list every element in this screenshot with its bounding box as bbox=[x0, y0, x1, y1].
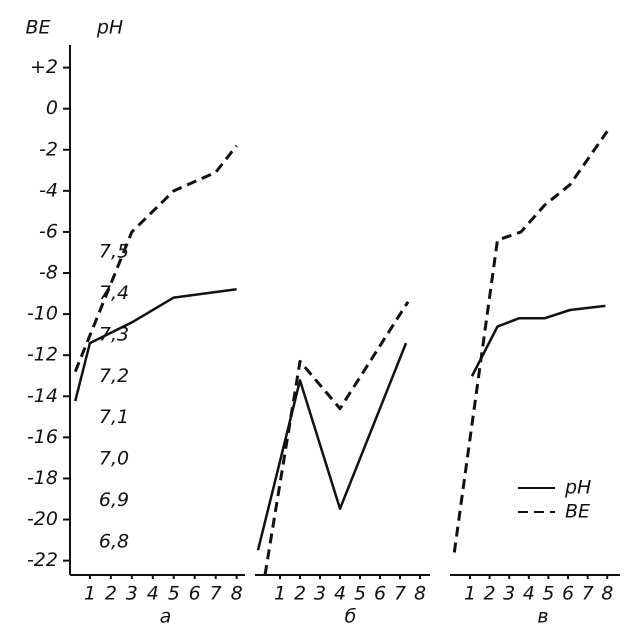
series-line bbox=[263, 300, 410, 576]
panel-label: а bbox=[160, 606, 172, 628]
x-tick-label: 2 bbox=[105, 583, 117, 605]
x-tick-label: 1 bbox=[84, 583, 96, 605]
x-tick-label: 8 bbox=[414, 583, 426, 605]
y2-axis-title: pH bbox=[96, 17, 123, 39]
x-tick-label: 2 bbox=[484, 583, 496, 605]
legend-label: BE bbox=[565, 501, 590, 523]
y2-tick-label: 7,4 bbox=[99, 282, 129, 304]
x-tick-label: 3 bbox=[314, 583, 326, 605]
y2-tick-label: 7,5 bbox=[99, 241, 129, 263]
y-tick-label: -22 bbox=[27, 549, 58, 571]
panel-label: б bbox=[345, 606, 357, 628]
y-tick-label: -4 bbox=[39, 179, 58, 201]
y-tick-label: -12 bbox=[27, 344, 58, 366]
y2-tick-label: 7,1 bbox=[99, 406, 129, 428]
x-tick-label: 5 bbox=[542, 583, 554, 605]
y-tick-label: -20 bbox=[27, 508, 58, 530]
y-tick-label: +2 bbox=[30, 56, 58, 78]
y-tick-label: -8 bbox=[39, 262, 58, 284]
panel-label: в bbox=[537, 606, 548, 628]
series-line bbox=[256, 342, 408, 551]
x-tick-label: 1 bbox=[464, 583, 476, 605]
x-tick-label: 3 bbox=[126, 583, 138, 605]
y-tick-label: -10 bbox=[27, 303, 58, 325]
x-tick-label: 7 bbox=[582, 583, 594, 605]
y-tick-label: -16 bbox=[27, 426, 58, 448]
y2-tick-label: 7,0 bbox=[99, 448, 129, 470]
x-tick-label: 4 bbox=[147, 583, 159, 605]
x-tick-label: 8 bbox=[601, 583, 613, 605]
x-tick-label: 6 bbox=[374, 583, 386, 605]
x-tick-label: 2 bbox=[294, 583, 306, 605]
y2-tick-label: 6,8 bbox=[99, 530, 129, 552]
series-line bbox=[74, 288, 237, 402]
y-tick-label: 0 bbox=[46, 97, 58, 119]
y-tick-label: -14 bbox=[27, 385, 58, 407]
series-line bbox=[470, 304, 606, 377]
y2-tick-label: 6,9 bbox=[99, 489, 129, 511]
x-tick-label: 8 bbox=[231, 583, 243, 605]
y2-tick-label: 7,2 bbox=[99, 365, 129, 387]
series-line bbox=[73, 144, 238, 373]
x-tick-label: 7 bbox=[394, 583, 406, 605]
x-tick-label: 3 bbox=[503, 583, 515, 605]
x-tick-label: 6 bbox=[562, 583, 574, 605]
x-tick-label: 7 bbox=[210, 583, 222, 605]
y-tick-label: -6 bbox=[39, 220, 58, 242]
x-tick-label: 5 bbox=[354, 583, 366, 605]
x-tick-label: 1 bbox=[274, 583, 286, 605]
x-tick-label: 4 bbox=[523, 583, 535, 605]
y-axis-title: BE bbox=[25, 17, 50, 39]
x-tick-label: 6 bbox=[189, 583, 201, 605]
x-tick-label: 5 bbox=[168, 583, 180, 605]
x-tick-label: 4 bbox=[334, 583, 346, 605]
y-tick-label: -2 bbox=[39, 138, 58, 160]
y-tick-label: -18 bbox=[27, 467, 58, 489]
series-line bbox=[452, 130, 609, 553]
legend-label: pH bbox=[564, 477, 591, 499]
